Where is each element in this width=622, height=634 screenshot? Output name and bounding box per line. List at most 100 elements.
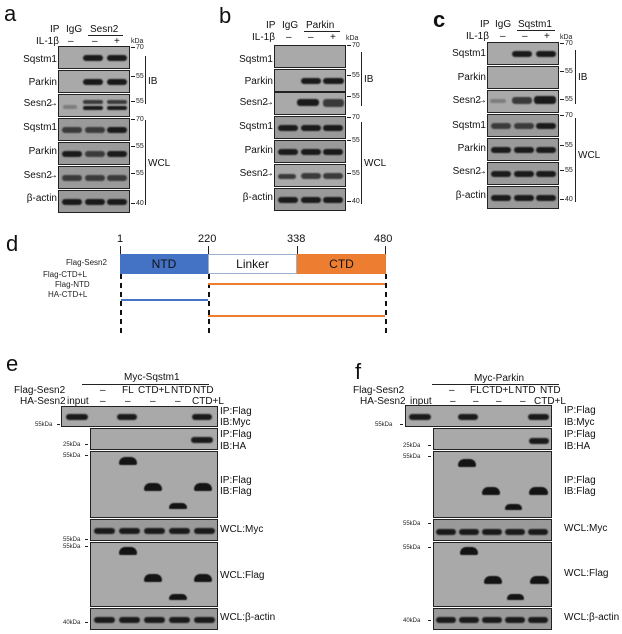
blot-ip-flag-ib-flag bbox=[433, 451, 552, 518]
panel-label-e: e bbox=[6, 351, 19, 376]
panel-label-d: d bbox=[6, 231, 19, 256]
lane-ha: – bbox=[100, 396, 106, 407]
ip-label: IP bbox=[266, 20, 276, 31]
blot-ib-sesn2 bbox=[487, 90, 559, 113]
myc-sqstm1-label: Myc-Sqstm1 bbox=[124, 372, 180, 383]
position-480: 480 bbox=[374, 233, 393, 245]
row-label: WCL:β-actin bbox=[220, 612, 276, 623]
blot-wcl-sqstm1 bbox=[487, 114, 559, 137]
domain-linker: Linker bbox=[208, 254, 297, 274]
kda-marker: 55kDa bbox=[403, 545, 421, 551]
blot-ip-flag-ib-myc bbox=[61, 406, 218, 427]
row-label: Sesn2 bbox=[452, 95, 481, 106]
ip-label: IP bbox=[50, 24, 60, 35]
row-label: β-actin bbox=[242, 192, 273, 203]
row-label: WCL:Myc bbox=[220, 524, 264, 535]
row-label: Sqstm1 bbox=[23, 54, 57, 65]
row-label: IP:Flag bbox=[564, 475, 596, 486]
construct-line-ntd bbox=[121, 299, 208, 301]
row-label: Sqstm1 bbox=[452, 120, 486, 131]
group-label-wcl: WCL bbox=[364, 158, 387, 169]
row-label: Parkin bbox=[244, 76, 273, 87]
blot-wcl-parkin bbox=[274, 140, 346, 163]
row-label: WCL:β-actin bbox=[564, 612, 620, 623]
arrow-icon: → bbox=[48, 170, 58, 181]
blot-wcl-actin bbox=[274, 188, 346, 211]
domain-ntd: NTD bbox=[120, 254, 208, 274]
row-label: IB:Flag bbox=[564, 486, 596, 497]
blot-ib-parkin bbox=[58, 70, 130, 93]
kda-marker: 55kDa bbox=[375, 422, 393, 428]
row-label: Parkin bbox=[457, 143, 486, 154]
flag-sesn2-label: Flag-Sesn2 bbox=[14, 385, 66, 396]
blot-wcl-parkin bbox=[58, 142, 130, 165]
blot-wcl-actin bbox=[58, 190, 130, 213]
kda-marker: 55 bbox=[136, 73, 144, 80]
construct-label: HA-CTD+L bbox=[48, 290, 88, 299]
treatment-value: + bbox=[114, 36, 120, 47]
blot-wcl-sesn2 bbox=[274, 164, 346, 187]
myc-parkin-label: Myc-Parkin bbox=[474, 373, 525, 384]
kda-marker: 55 bbox=[136, 98, 144, 105]
row-label: Sesn2 bbox=[23, 98, 52, 109]
treatment-label: IL-1β bbox=[252, 32, 275, 43]
lane-ha: – bbox=[150, 396, 156, 407]
lane-ha: CTD+L bbox=[192, 396, 224, 407]
ha-sesn2-label: HA-Sesn2 bbox=[360, 396, 406, 407]
kda-marker: 55kDa bbox=[63, 544, 81, 550]
row-label: IP:Flag bbox=[220, 475, 252, 486]
ip-group-igg: IgG bbox=[282, 20, 299, 31]
row-label: β-actin bbox=[455, 190, 486, 201]
ip-group-parkin: Parkin bbox=[306, 20, 335, 31]
blot-wcl-sesn2 bbox=[58, 166, 130, 189]
input-label: input bbox=[67, 396, 89, 407]
ip-group-igg: IgG bbox=[66, 24, 83, 35]
kda-marker: 25kDa bbox=[403, 443, 421, 449]
treatment-value: – bbox=[522, 31, 528, 42]
lane-ha: – bbox=[175, 396, 181, 407]
blot-ib-sesn2 bbox=[274, 92, 346, 115]
row-label: IB:HA bbox=[564, 441, 591, 452]
arrow-icon: → bbox=[477, 95, 487, 106]
blot-ib-sqstm1 bbox=[58, 46, 130, 69]
blot-wcl-actin bbox=[487, 186, 559, 209]
flag-sesn2-label: Flag-Sesn2 bbox=[353, 385, 405, 396]
kda-marker: 55 bbox=[136, 143, 144, 150]
lane-flag: NTD bbox=[171, 385, 192, 396]
kda-label: kDa bbox=[560, 34, 573, 41]
kda-marker: 55 bbox=[352, 137, 360, 144]
blot-wcl-parkin bbox=[487, 138, 559, 161]
kda-marker: 55 bbox=[352, 72, 360, 79]
kda-marker: 55 bbox=[352, 93, 360, 100]
construct-label: Flag-Sesn2 bbox=[66, 258, 107, 267]
row-label: IB:Flag bbox=[220, 486, 252, 497]
blot-ip-flag-ib-myc bbox=[405, 405, 552, 427]
kda-marker: 55 bbox=[352, 170, 360, 177]
construct-label: Flag-NTD bbox=[55, 280, 90, 289]
row-label: Parkin bbox=[28, 77, 57, 88]
lane-flag: NTD bbox=[515, 385, 536, 396]
kda-marker: 40 bbox=[565, 196, 573, 203]
panel-label-f: f bbox=[355, 359, 362, 384]
row-label: WCL:Flag bbox=[564, 568, 609, 579]
kda-marker: 25kDa bbox=[63, 442, 81, 448]
row-label: Sqstm1 bbox=[239, 54, 273, 65]
panel-label-a: a bbox=[4, 1, 17, 26]
lane-ha: – bbox=[450, 396, 456, 407]
construct-line-ha-ctd-l bbox=[208, 315, 385, 317]
row-label: IB:Myc bbox=[564, 417, 595, 428]
group-label-wcl: WCL bbox=[148, 158, 171, 169]
kda-marker: 40 bbox=[136, 200, 144, 207]
lane-ha: – bbox=[496, 396, 502, 407]
kda-label: kDa bbox=[131, 38, 144, 45]
row-label: Sqstm1 bbox=[452, 48, 486, 59]
row-label: WCL:Myc bbox=[564, 523, 608, 534]
blot-ib-parkin bbox=[487, 66, 559, 89]
row-label: Sesn2 bbox=[452, 166, 481, 177]
kda-marker: 55kDa bbox=[63, 537, 81, 543]
lane-flag: FL bbox=[470, 385, 482, 396]
panel-label-b: b bbox=[219, 3, 232, 28]
kda-marker: 55kDa bbox=[35, 422, 53, 428]
blot-wcl-sqstm1 bbox=[58, 118, 130, 141]
row-label: WCL:Flag bbox=[220, 570, 265, 581]
